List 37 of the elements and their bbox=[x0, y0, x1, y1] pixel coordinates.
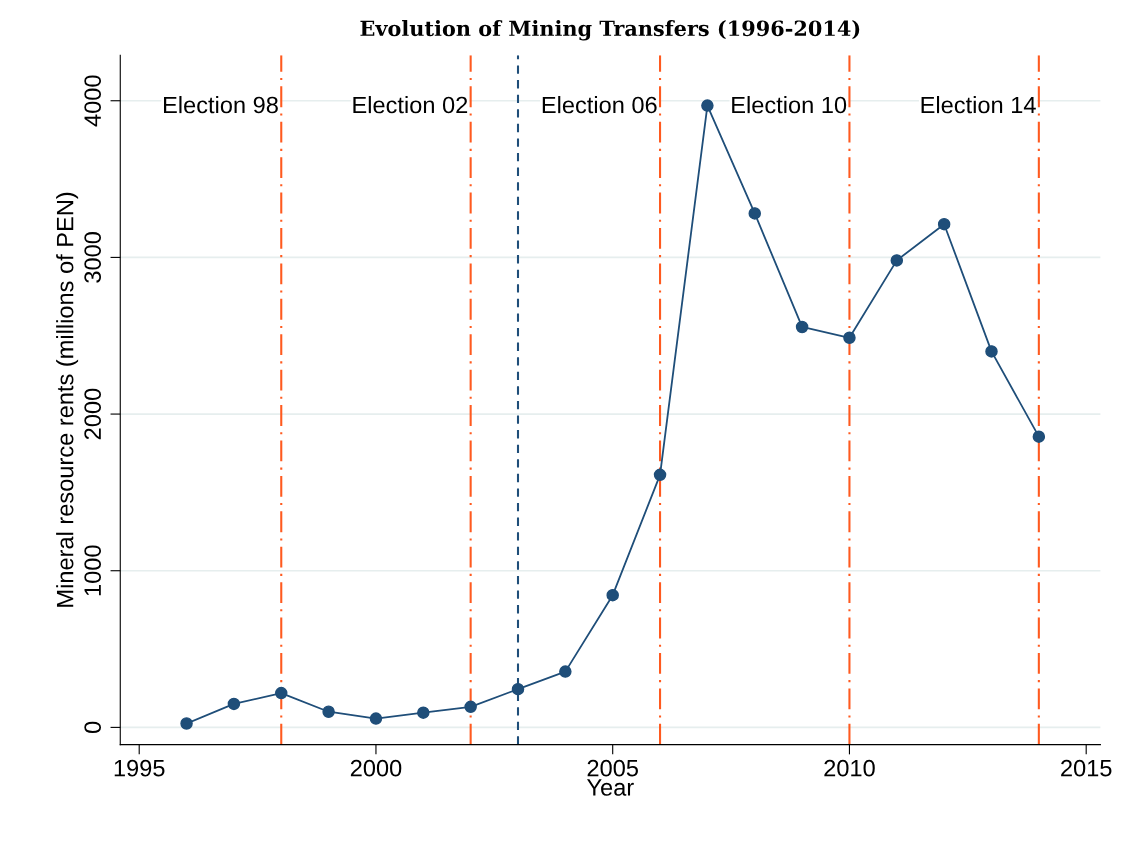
point bbox=[511, 682, 525, 696]
point bbox=[653, 468, 667, 482]
ref-line-label: Election 06 bbox=[542, 96, 657, 114]
y-tick-label: 1000 bbox=[84, 545, 102, 596]
point bbox=[464, 700, 477, 714]
point bbox=[985, 345, 998, 358]
point bbox=[180, 717, 193, 730]
point bbox=[748, 207, 761, 220]
point bbox=[606, 588, 619, 602]
x-axis-title: Year bbox=[586, 779, 634, 796]
point bbox=[322, 705, 335, 718]
x-tick-label: 2005 bbox=[587, 759, 638, 777]
y-tick-label: 0 bbox=[84, 721, 102, 734]
chart-title: Evolution of Mining Transfers (1996-2014) bbox=[360, 20, 860, 41]
point bbox=[937, 217, 951, 231]
point bbox=[795, 320, 809, 334]
x-tick-label: 2000 bbox=[350, 759, 402, 777]
point bbox=[227, 697, 241, 711]
y-tick-label: 2000 bbox=[84, 388, 102, 440]
point bbox=[701, 99, 714, 112]
point bbox=[559, 665, 572, 678]
point bbox=[1032, 430, 1046, 443]
ref-line-label: Election 14 bbox=[921, 96, 1036, 114]
ref-line-label: Election 02 bbox=[353, 96, 468, 114]
point bbox=[275, 686, 288, 700]
point bbox=[369, 712, 383, 725]
y-tick-label: 4000 bbox=[84, 75, 102, 127]
point bbox=[417, 706, 430, 719]
x-tick-label: 1995 bbox=[114, 759, 165, 777]
x-tick-label: 2010 bbox=[824, 759, 875, 777]
x-tick-label: 2015 bbox=[1061, 759, 1112, 777]
ref-line-label: Election 98 bbox=[164, 96, 278, 114]
y-tick-label: 3000 bbox=[84, 232, 102, 283]
point bbox=[890, 254, 904, 267]
ref-line-label: Election 10 bbox=[732, 96, 847, 114]
point bbox=[843, 331, 856, 345]
y-axis-title: Mineral resource rents (millions of PEN) bbox=[56, 192, 79, 607]
